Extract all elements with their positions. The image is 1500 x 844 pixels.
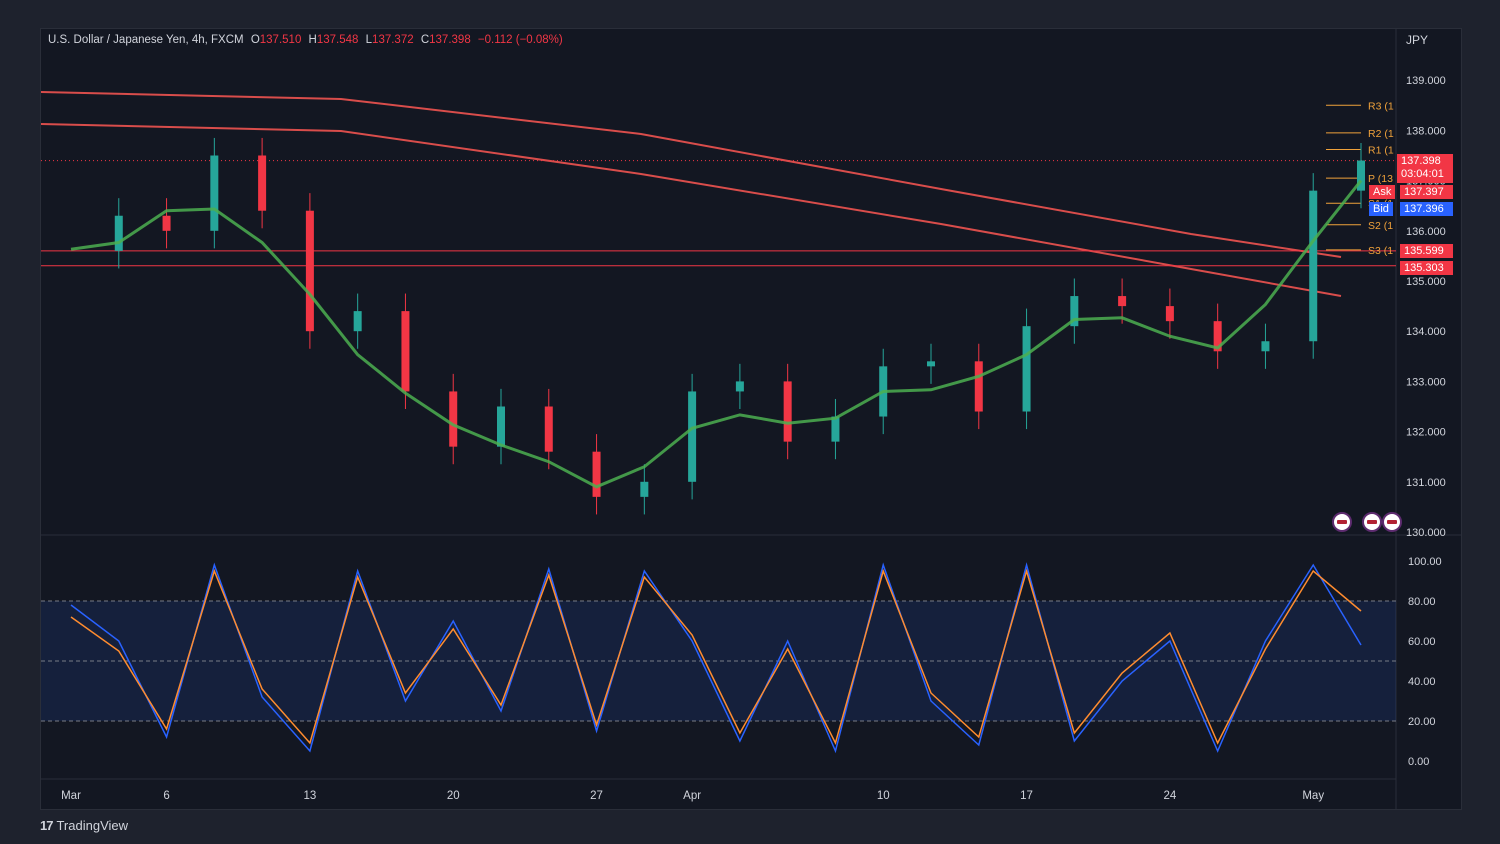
last-price: 137.398 <box>1401 155 1441 167</box>
candle-body <box>831 416 840 442</box>
stoch-tick-label: 100.00 <box>1408 556 1442 568</box>
stoch-k-line <box>70 562 1362 754</box>
close-label: C <box>420 34 430 46</box>
time-tick-label: 27 <box>590 790 603 802</box>
us-flag-event-icon[interactable] <box>1362 512 1382 532</box>
candle-body <box>544 406 553 452</box>
candle-body <box>1022 326 1031 412</box>
stoch-tick-label: 0.00 <box>1408 756 1429 768</box>
high-value: 137.548 <box>316 34 359 46</box>
pivot-label: R2 (1 <box>1368 128 1394 140</box>
time-tick-label: 10 <box>877 790 890 802</box>
high-label: H <box>308 34 317 46</box>
stoch-tick-label: 40.00 <box>1408 676 1436 688</box>
candle-body <box>258 155 267 211</box>
stoch-d-line <box>70 568 1362 746</box>
ema-100-line <box>41 123 1342 297</box>
price-tick-label: 130.000 <box>1406 527 1446 539</box>
time-tick-label: Mar <box>61 790 81 802</box>
time-tick-label: 13 <box>303 790 316 802</box>
open-label: O <box>250 34 260 46</box>
currency-label: JPY <box>1406 33 1429 47</box>
ask-label: Ask <box>1373 186 1392 198</box>
stoch-tick-label: 60.00 <box>1408 636 1436 648</box>
candle-body <box>1309 190 1318 342</box>
pivot-label: R3 (1 <box>1368 100 1394 112</box>
price-tick-label: 138.000 <box>1406 125 1446 137</box>
change-value: −0.112 (−0.08%) <box>477 34 563 46</box>
us-flag-event-icon[interactable] <box>1332 512 1352 532</box>
candle-body <box>927 361 935 367</box>
pivot-label: S3 (1 <box>1368 245 1393 257</box>
time-tick-label: 24 <box>1163 790 1176 802</box>
price-tick-label: 132.000 <box>1406 427 1446 439</box>
candle-body <box>162 215 171 231</box>
time-tick-label: 20 <box>447 790 460 802</box>
candle-body <box>783 381 792 442</box>
candle-body <box>1261 341 1270 352</box>
candle-body <box>1357 160 1365 191</box>
candle-body <box>114 215 123 251</box>
bid-price: 137.396 <box>1400 202 1453 216</box>
chart-canvas[interactable]: 139.000138.000137.000136.000135.000134.0… <box>41 29 1461 809</box>
time-tick-label: 17 <box>1020 790 1033 802</box>
ema-200-line <box>41 91 1342 258</box>
symbol-legend: U.S. Dollar / Japanese Yen, 4h, FXCM O13… <box>48 34 563 46</box>
candle-body <box>401 311 410 392</box>
price-tick-label: 131.000 <box>1406 477 1446 489</box>
candle-body <box>1165 306 1174 322</box>
candle-body <box>1070 296 1079 327</box>
last-price-tag: 137.398 03:04:01 <box>1397 154 1453 183</box>
low-label: L <box>365 34 373 46</box>
candle-body <box>305 210 314 332</box>
us-flag-event-icon[interactable] <box>1382 512 1402 532</box>
brand-name: TradingView <box>56 818 129 833</box>
open-value: 137.510 <box>259 34 302 46</box>
stoch-tick-label: 20.00 <box>1408 716 1436 728</box>
candle-body <box>353 311 362 332</box>
time-tick-label: 6 <box>163 790 169 802</box>
candle-body <box>449 391 458 447</box>
price-tick-label: 134.000 <box>1406 326 1446 338</box>
symbol-title: U.S. Dollar / Japanese Yen, 4h, FXCM <box>48 34 244 46</box>
pivot-label: S2 (1 <box>1368 220 1393 232</box>
price-tick-label: 139.000 <box>1406 75 1446 87</box>
ema-ribbon-line <box>70 179 1363 489</box>
price-tick-label: 133.000 <box>1406 376 1446 388</box>
time-tick-label: Apr <box>683 790 701 802</box>
bar-countdown: 03:04:01 <box>1401 168 1444 180</box>
tradingview-logo-icon: 17 <box>40 818 54 833</box>
candle-body <box>1213 321 1222 352</box>
level-tag-1: 135.599 <box>1400 244 1453 258</box>
pivot-label: P (13 <box>1368 173 1393 185</box>
candle-body <box>210 155 219 231</box>
time-tick-label: May <box>1302 790 1324 802</box>
candle-body <box>974 361 983 412</box>
pivot-label: R1 (1 <box>1368 144 1394 156</box>
bid-tag: Bid <box>1369 202 1393 216</box>
price-tick-label: 135.000 <box>1406 276 1446 288</box>
tradingview-brand[interactable]: 17 TradingView <box>40 818 128 833</box>
candle-body <box>592 451 601 497</box>
candle-body <box>497 406 505 447</box>
candle-body <box>640 481 649 497</box>
stoch-tick-label: 80.00 <box>1408 596 1436 608</box>
candle-body <box>735 381 744 392</box>
candle-body <box>1118 296 1127 307</box>
chart-frame[interactable]: 139.000138.000137.000136.000135.000134.0… <box>40 28 1462 810</box>
ask-tag: Ask <box>1369 185 1396 199</box>
bid-label: Bid <box>1373 203 1389 215</box>
low-value: 137.372 <box>372 34 414 46</box>
close-value: 137.398 <box>429 34 471 46</box>
price-tick-label: 136.000 <box>1406 226 1446 238</box>
level-tag-2: 135.303 <box>1400 261 1453 275</box>
candle-body <box>688 391 697 482</box>
ask-price: 137.397 <box>1400 185 1453 199</box>
